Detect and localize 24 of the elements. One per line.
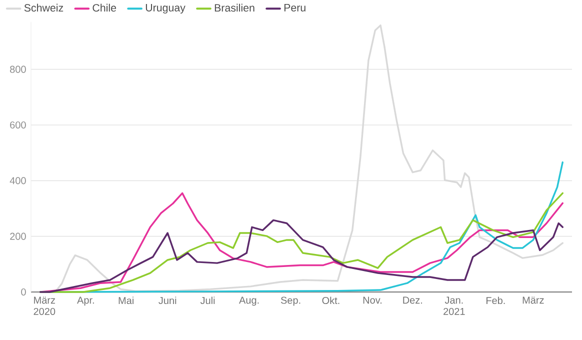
line-series <box>40 219 564 293</box>
x-tick-label: Sep. <box>280 296 300 306</box>
x-tick-label: Mai <box>118 296 134 304</box>
x-tick-label: Nov. <box>363 296 382 304</box>
y-tick-label: 400 <box>10 177 26 184</box>
x-tick-label: Juli <box>200 296 215 304</box>
y-tick-label: 800 <box>10 66 26 73</box>
x-tick-label: Jan. 2021 <box>444 296 465 316</box>
x-tick-label: Okt. <box>322 296 340 304</box>
x-tick-label: Dez. <box>403 296 422 304</box>
legend-label: Brasilien <box>214 4 254 12</box>
y-tick-label: 0 <box>21 288 26 296</box>
x-tick-label: März <box>522 296 544 304</box>
x-tick-label: März 2020 <box>34 296 56 316</box>
x-tick-label: Feb. <box>486 296 505 304</box>
x-tick-label: Juni <box>158 296 176 304</box>
legend-label: Schweiz <box>24 4 64 12</box>
x-tick-label: Apr. <box>77 296 94 306</box>
legend-label: Uruguay <box>146 4 186 14</box>
legend-label: Chile <box>92 4 116 12</box>
y-tick-label: 200 <box>10 232 26 240</box>
legend-label: Peru <box>284 4 306 12</box>
y-tick-label: 600 <box>10 121 26 129</box>
x-tick-label: Aug. <box>239 296 259 306</box>
